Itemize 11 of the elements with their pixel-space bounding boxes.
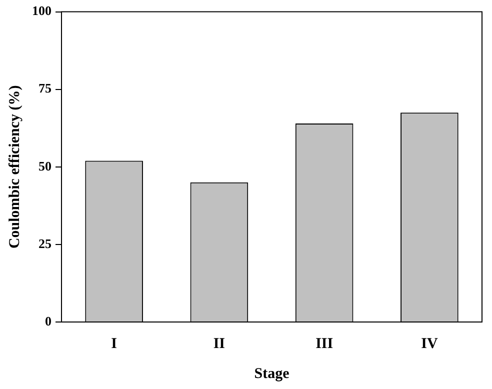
x-tick-label: I (111, 336, 118, 352)
y-axis-title: Coulombic efficiency (%) (6, 85, 23, 249)
y-tick-label: 25 (38, 236, 52, 251)
y-tick-label: 0 (45, 313, 52, 328)
y-tick-label: 100 (32, 3, 52, 18)
x-tick-label: II (213, 336, 226, 352)
x-tick-label: IV (421, 336, 438, 352)
x-tick-label: III (316, 336, 334, 352)
x-axis-title: Stage (254, 366, 290, 382)
y-tick-label: 75 (38, 80, 52, 96)
y-tick-label: 50 (38, 158, 52, 174)
